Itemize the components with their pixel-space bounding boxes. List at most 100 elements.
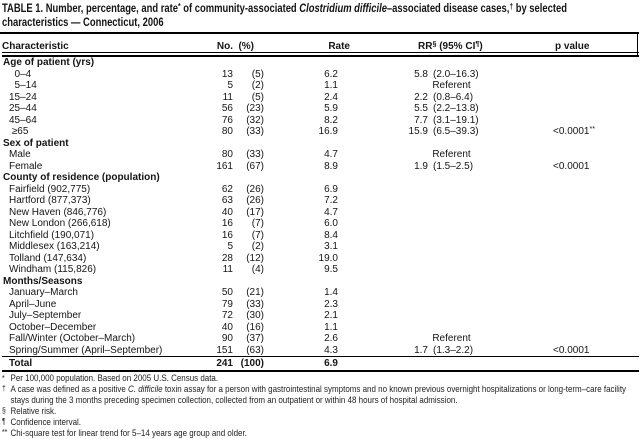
cell-relative-risk (338, 356, 428, 372)
cell-characteristic: Age of patient (yrs) (3, 57, 95, 68)
footnote-marker: ** (2, 428, 8, 438)
footnotes: * Per 100,000 population. Based on 2005 U… (2, 372, 641, 438)
header-row: Characteristic No. (%) Rate RR§ (95% CI¶… (2, 36, 639, 53)
table-row: April–June 79 (33) 2.3 (2, 299, 639, 311)
cell-number (212, 172, 233, 184)
cell-characteristic: 15–24 (9, 91, 37, 103)
table-row: Litchfield (190,071) 16 (7) 8.4 (2, 230, 639, 242)
cell-p-value (497, 322, 639, 334)
footnote-marker: § (2, 406, 6, 416)
cell-p-value (497, 138, 639, 150)
cell-number (212, 276, 233, 288)
cell-characteristic: Total (2, 356, 212, 372)
cell-characteristic: County of residence (population) (3, 172, 160, 183)
cell-rate: 6.2 (324, 68, 338, 80)
cell-relative-risk: 5.5 (414, 103, 428, 114)
column-header-relative-risk-ci: RR§ (95% CI¶) (418, 39, 483, 52)
cell-percent: (26) (246, 195, 264, 206)
cell-rate: 1.1 (324, 80, 338, 91)
footnote: * Per 100,000 population. Based on 2005 U… (2, 372, 219, 383)
cell-p-value (497, 287, 639, 299)
column-header-percent: (%) (238, 41, 254, 52)
cell-confidence-interval: (1.3–2.2) (433, 344, 474, 356)
table-row: Windham (115,826) 11 (4) 9.5 (2, 264, 639, 276)
column-header-p-value: p value (555, 41, 590, 52)
cell-confidence-interval (428, 172, 497, 184)
cell-rate: 8.4 (324, 229, 338, 241)
cell-confidence-interval (428, 56, 497, 69)
cell-p-value: <0.0001** (553, 124, 596, 137)
table-row: 5–14 5 (2) 1.1 Referent (2, 80, 639, 92)
cell-confidence-interval (428, 241, 497, 253)
cell-p-value (497, 276, 639, 288)
cell-p-value (497, 218, 639, 230)
cell-relative-risk (338, 276, 428, 288)
cell-rate: 16.9 (318, 126, 338, 137)
cell-number: 62 (221, 183, 233, 195)
cell-relative-risk (338, 310, 428, 322)
cell-p-value (497, 149, 639, 161)
cell-characteristic: Fairfield (902,775) (9, 183, 91, 195)
cell-relative-risk (338, 287, 428, 299)
table-row: New London (266,618) 16 (7) 6.0 (2, 218, 639, 230)
cell-percent: (23) (246, 103, 264, 114)
cell-confidence-interval (428, 322, 497, 334)
cell-characteristic: Middlesex (163,214) (9, 241, 100, 252)
cell-p-value (497, 264, 639, 276)
cell-number: 161 (216, 160, 233, 172)
cell-confidence-interval: (2.0–16.3) (433, 68, 479, 80)
cell-rate: 19.0 (318, 252, 338, 264)
cell-characteristic: Months/Seasons (3, 275, 83, 287)
cell-p-value (497, 80, 639, 92)
cell-p-value (497, 310, 639, 322)
title-rule (0, 32, 639, 34)
cell-p-value (497, 356, 640, 372)
group-row: Sex of patient (2, 138, 639, 150)
cell-rate: 4.7 (324, 206, 338, 218)
cell-characteristic: 45–64 (9, 114, 37, 126)
cell-percent: (16) (246, 321, 264, 333)
cell-p-value (497, 333, 639, 345)
cell-percent: (21) (246, 287, 264, 298)
footnote: † A case was defined as a positive C. dif… (2, 382, 627, 405)
cell-relative-risk (338, 299, 428, 311)
table-row: January–March 50 (21) 1.4 (2, 287, 639, 299)
cell-characteristic: Sex of patient (3, 137, 69, 149)
cell-characteristic: January–March (9, 287, 78, 298)
footnote: ¶ Confidence interval. (2, 415, 82, 427)
table-header: Characteristic No. (%) Rate RR§ (95% CI¶… (2, 36, 640, 57)
cell-number: 16 (221, 229, 233, 241)
cell-confidence-interval (428, 310, 497, 322)
cell-relative-risk (338, 56, 428, 69)
cell-number: 28 (221, 252, 233, 264)
cell-relative-risk: 5.8 (414, 68, 428, 80)
total-row: Total 241 (100) 6.9 (2, 356, 640, 372)
cell-p-value (497, 253, 639, 265)
cell-rate: 1.1 (324, 321, 338, 333)
cell-percent: (7) (251, 218, 264, 229)
cell-confidence-interval (428, 195, 497, 207)
cell-p-value (497, 92, 639, 104)
cell-characteristic: Male (9, 149, 31, 160)
header-double-rule (2, 52, 640, 57)
table-row: Fall/Winter (October–March) 90 (37) 2.6 Refe… (2, 333, 639, 345)
cell-p-value (497, 69, 639, 81)
cell-percent: (7) (251, 229, 264, 241)
cell-percent: (67) (246, 160, 264, 172)
group-row: Months/Seasons (2, 276, 639, 288)
cell-rate: 6.9 (264, 356, 338, 372)
cell-relative-risk (338, 138, 428, 150)
cell-characteristic: Hartford (877,373) (9, 195, 91, 206)
cell-percent: (32) (246, 114, 264, 126)
cell-characteristic: New Haven (846,776) (9, 206, 107, 218)
cell-rate (264, 276, 338, 288)
cell-p-value (497, 207, 639, 219)
cell-characteristic: Spring/Summer (April–September) (9, 344, 163, 356)
cell-number: 56 (221, 103, 233, 114)
cell-relative-risk (338, 207, 428, 219)
cell-relative-risk: 2.2 (414, 91, 428, 103)
cell-number: 16 (221, 218, 233, 229)
cell-characteristic: October–December (9, 321, 97, 333)
cell-percent (233, 172, 264, 184)
